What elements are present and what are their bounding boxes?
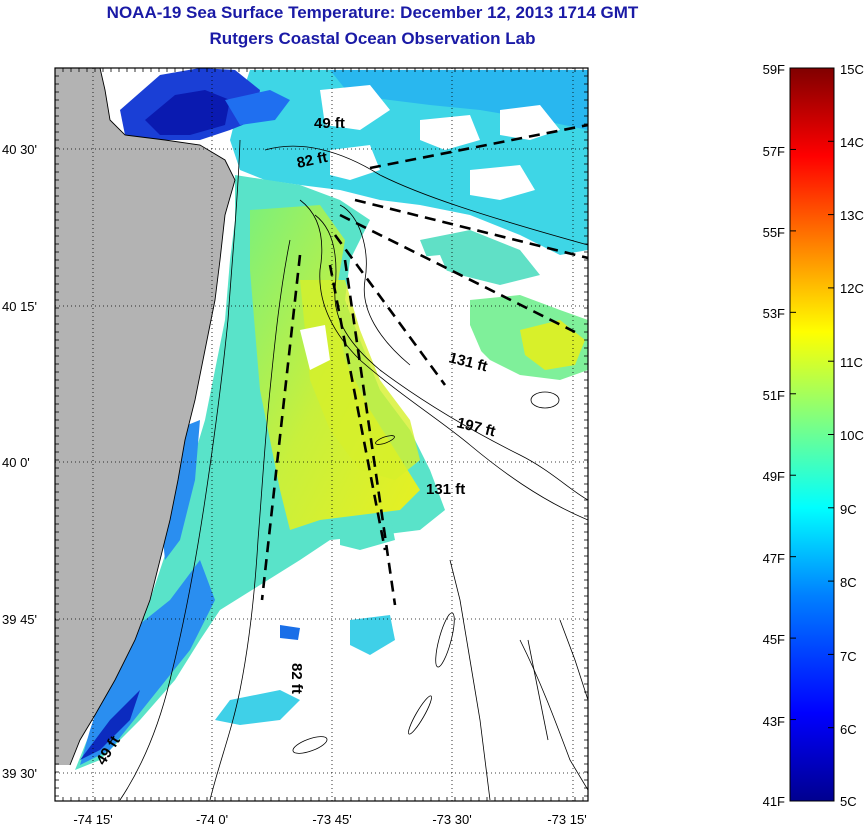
fahrenheit-label: 45F bbox=[763, 632, 785, 647]
celsius-label: 5C bbox=[840, 794, 857, 809]
fahrenheit-label: 49F bbox=[763, 469, 785, 484]
fahrenheit-label: 47F bbox=[763, 551, 785, 566]
celsius-label: 12C bbox=[840, 281, 864, 296]
fahrenheit-label: 57F bbox=[763, 144, 785, 159]
celsius-label: 8C bbox=[840, 575, 857, 590]
colorbar-gradient bbox=[789, 67, 835, 802]
lat-label: 40 15' bbox=[2, 299, 37, 314]
depth-label: 131 ft bbox=[426, 481, 465, 498]
celsius-label: 14C bbox=[840, 135, 864, 150]
lon-label: -73 30' bbox=[432, 812, 471, 827]
lat-label: 40 0' bbox=[2, 455, 30, 470]
depth-label: 82 ft bbox=[288, 663, 305, 694]
celsius-label: 10C bbox=[840, 428, 864, 443]
lat-label: 39 45' bbox=[2, 612, 37, 627]
lon-label: -73 45' bbox=[312, 812, 351, 827]
depth-label: 82 ft bbox=[295, 149, 329, 172]
celsius-label: 9C bbox=[840, 502, 857, 517]
lon-label: -73 15' bbox=[547, 812, 586, 827]
lon-label: -74 0' bbox=[196, 812, 228, 827]
lat-label: 39 30' bbox=[2, 766, 37, 781]
celsius-label: 7C bbox=[840, 649, 857, 664]
map-title: NOAA-19 Sea Surface Temperature: Decembe… bbox=[106, 3, 639, 22]
fahrenheit-label: 51F bbox=[763, 388, 785, 403]
lat-label: 40 30' bbox=[2, 142, 37, 157]
celsius-label: 6C bbox=[840, 722, 857, 737]
celsius-label: 11C bbox=[840, 355, 863, 370]
map-subtitle: Rutgers Coastal Ocean Observation Lab bbox=[209, 29, 536, 48]
depth-label: 49 ft bbox=[314, 115, 345, 132]
lon-label: -74 15' bbox=[73, 812, 112, 827]
fahrenheit-label: 41F bbox=[763, 794, 785, 809]
celsius-label: 13C bbox=[840, 208, 864, 223]
fahrenheit-label: 59F bbox=[763, 62, 785, 77]
fahrenheit-label: 53F bbox=[763, 306, 785, 321]
fahrenheit-label: 55F bbox=[763, 225, 785, 240]
fahrenheit-label: 43F bbox=[763, 714, 785, 729]
celsius-label: 15C bbox=[840, 62, 864, 77]
